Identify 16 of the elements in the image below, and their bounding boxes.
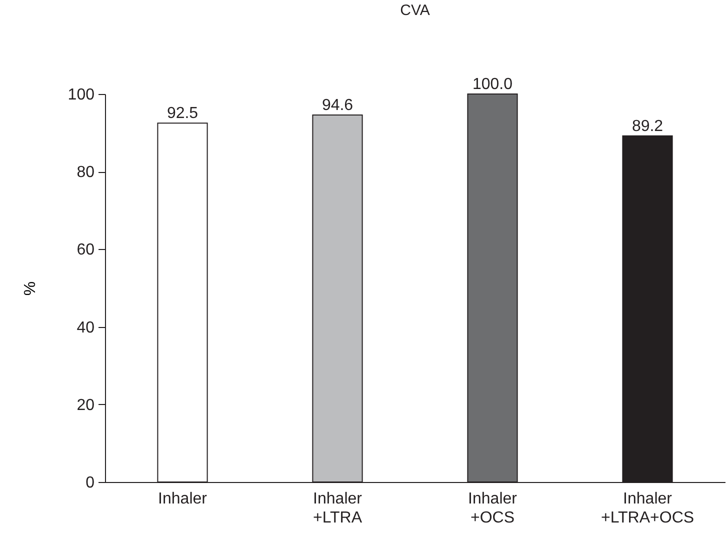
data-label: 89.2 [632, 118, 664, 135]
x-tick-label: Inhaler +LTRA [312, 490, 363, 526]
y-tick-label: 20 [76, 396, 95, 414]
y-tick-label: 100 [68, 86, 95, 104]
data-label: 92.5 [166, 105, 198, 122]
y-tick-label: 60 [76, 242, 95, 259]
data-label: 100.0 [472, 76, 513, 93]
x-tick-label: Inhaler [158, 490, 208, 508]
x-tick-label: Inhaler +OCS [468, 490, 518, 526]
y-axis-title: % [22, 281, 39, 296]
y-tick-label: 0 [86, 474, 95, 492]
y-tick-label: 40 [76, 319, 95, 336]
x-tick-label: Inhaler +LTRA+OCS [600, 490, 694, 526]
y-tick-label: 80 [76, 164, 95, 182]
chart-title: CVA [400, 2, 430, 19]
data-label: 94.6 [322, 96, 354, 114]
